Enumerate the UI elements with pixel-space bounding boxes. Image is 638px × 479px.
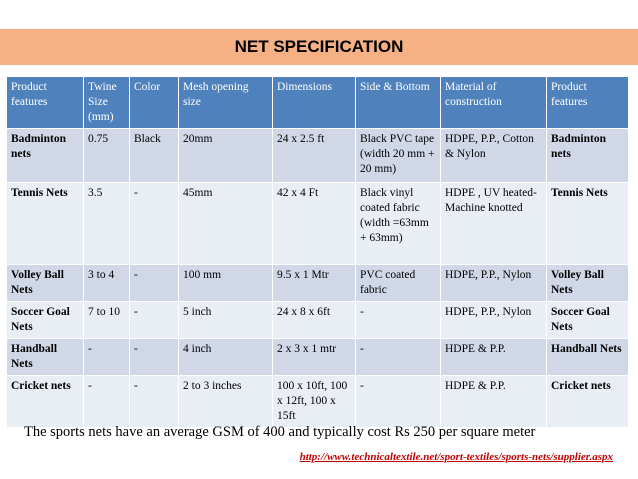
table-cell: 9.5 x 1 Mtr <box>272 264 356 302</box>
table-cell: HDPE & P.P. <box>440 338 547 376</box>
table-header-row: Product features Twine Size (mm) Color M… <box>6 76 629 129</box>
table-cell: - <box>129 301 179 339</box>
table-cell: - <box>83 338 130 376</box>
table-cell: 7 to 10 <box>83 301 130 339</box>
table-cell: - <box>83 375 130 428</box>
table-cell: 24 x 2.5 ft <box>272 128 356 183</box>
table-cell: - <box>129 338 179 376</box>
table-cell: 0.75 <box>83 128 130 183</box>
table-row: Volley Ball Nets 3 to 4 - 100 mm 9.5 x 1… <box>6 264 629 302</box>
table-cell: Badminton nets <box>6 128 84 183</box>
table-cell: 3 to 4 <box>83 264 130 302</box>
header-cell: Dimensions <box>272 76 356 129</box>
table-cell: Black <box>129 128 179 183</box>
table-cell: 20mm <box>178 128 273 183</box>
table-cell: - <box>355 301 441 339</box>
table-cell: HDPE, P.P., Nylon <box>440 301 547 339</box>
table-cell: HDPE, P.P., Nylon <box>440 264 547 302</box>
table-cell: 45mm <box>178 182 273 265</box>
header-cell: Material of construction <box>440 76 547 129</box>
table-cell: - <box>129 264 179 302</box>
table-cell: 24 x 8 x 6ft <box>272 301 356 339</box>
table-cell: Badminton nets <box>546 128 629 183</box>
table-cell: 3.5 <box>83 182 130 265</box>
table-cell: HDPE & P.P. <box>440 375 547 428</box>
table-cell: Soccer Goal Nets <box>546 301 629 339</box>
table-cell: 5 inch <box>178 301 273 339</box>
page-title: NET SPECIFICATION <box>234 37 404 56</box>
table-cell: Tennis Nets <box>6 182 84 265</box>
table-cell: Black PVC tape (width 20 mm + 20 mm) <box>355 128 441 183</box>
header-cell: Color <box>129 76 179 129</box>
table-cell: 100 x 10ft, 100 x 12ft, 100 x 15ft <box>272 375 356 428</box>
header-cell: Product features <box>6 76 84 129</box>
table-cell: Cricket nets <box>6 375 84 428</box>
table-cell: Soccer Goal Nets <box>6 301 84 339</box>
table-cell: Handball Nets <box>546 338 629 376</box>
header-cell: Side & Bottom <box>355 76 441 129</box>
table-cell: 42 x 4 Ft <box>272 182 356 265</box>
table-cell: 2 x 3 x 1 mtr <box>272 338 356 376</box>
table-cell: Volley Ball Nets <box>6 264 84 302</box>
table-row: Handball Nets - - 4 inch 2 x 3 x 1 mtr -… <box>6 338 629 376</box>
table-row: Soccer Goal Nets 7 to 10 - 5 inch 24 x 8… <box>6 301 629 339</box>
table-cell: Cricket nets <box>546 375 629 428</box>
table-row: Cricket nets - - 2 to 3 inches 100 x 10f… <box>6 375 629 428</box>
table-cell: PVC coated fabric <box>355 264 441 302</box>
table-cell: - <box>355 375 441 428</box>
table-cell: Handball Nets <box>6 338 84 376</box>
table-cell: Volley Ball Nets <box>546 264 629 302</box>
table-cell: 4 inch <box>178 338 273 376</box>
header-cell: Mesh opening size <box>178 76 273 129</box>
table-row: Tennis Nets 3.5 - 45mm 42 x 4 Ft Black v… <box>6 182 629 265</box>
source-link[interactable]: http://www.technicaltextile.net/sport-te… <box>299 451 613 463</box>
table-cell: - <box>129 375 179 428</box>
table-row: Badminton nets 0.75 Black 20mm 24 x 2.5 … <box>6 128 629 183</box>
header-cell: Product features <box>546 76 629 129</box>
table-cell: - <box>129 182 179 265</box>
table-cell: HDPE, P.P., Cotton & Nylon <box>440 128 547 183</box>
table-cell: - <box>355 338 441 376</box>
table-cell: Black vinyl coated fabric (width =63mm +… <box>355 182 441 265</box>
spec-table: Product features Twine Size (mm) Color M… <box>6 76 629 428</box>
table-cell: Tennis Nets <box>546 182 629 265</box>
header-cell: Twine Size (mm) <box>83 76 130 129</box>
title-bar <box>0 29 638 65</box>
table-cell: 100 mm <box>178 264 273 302</box>
table-cell: HDPE , UV heated-Machine knotted <box>440 182 547 265</box>
table-cell: 2 to 3 inches <box>178 375 273 428</box>
footnote-text: The sports nets have an average GSM of 4… <box>24 424 536 440</box>
